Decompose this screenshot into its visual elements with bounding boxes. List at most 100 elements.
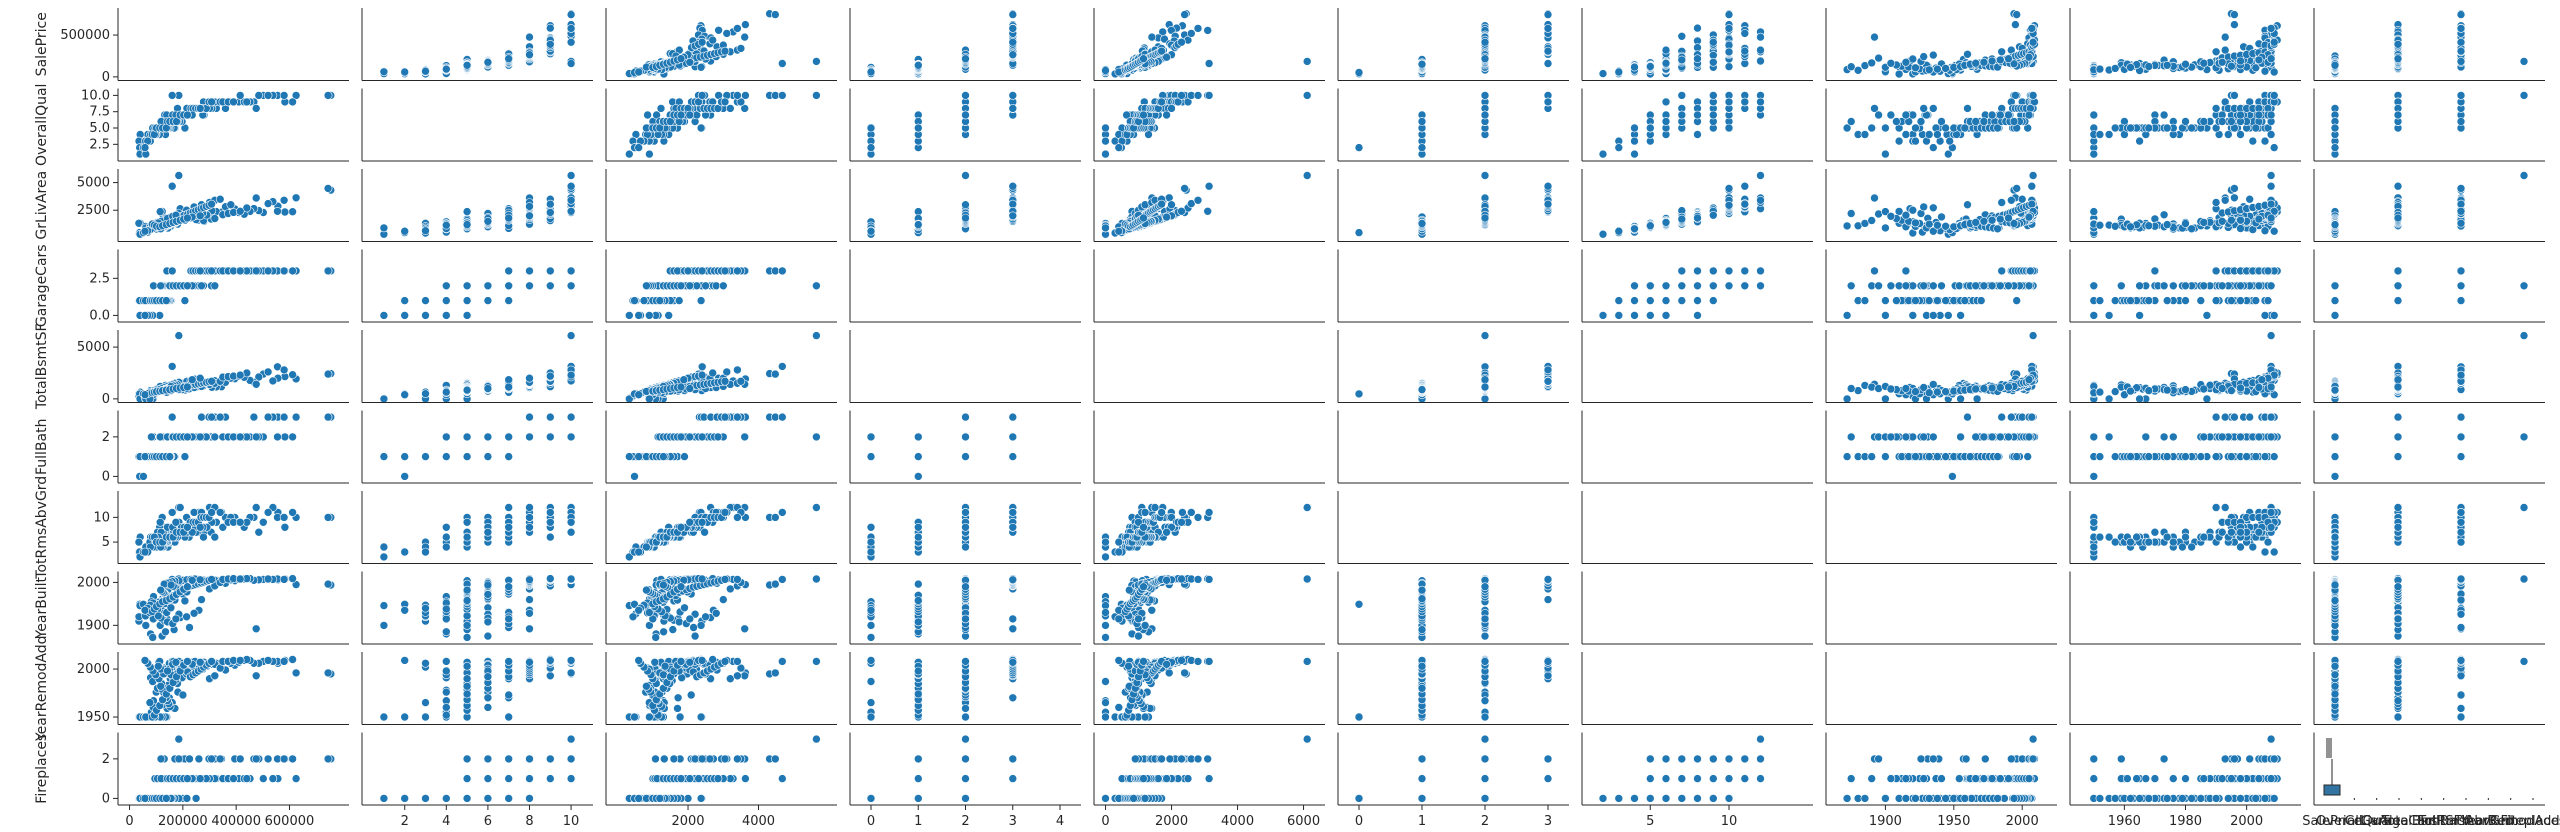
scatter-point xyxy=(2095,130,2105,139)
scatter-point xyxy=(1945,136,1954,146)
scatter-point xyxy=(2024,212,2034,222)
scatter-point xyxy=(866,67,876,77)
scatter-point xyxy=(961,54,970,64)
scatter-point xyxy=(1756,196,1765,205)
panel-GrLivArea-vs-OverallQual xyxy=(361,169,593,242)
scatter-point xyxy=(1929,203,1938,213)
scatter-point xyxy=(1646,221,1655,230)
y-tick-label: 2.5 xyxy=(89,137,110,152)
scatter-point xyxy=(1901,130,1911,139)
scatter-point xyxy=(1139,110,1148,120)
scatter-point xyxy=(1203,207,1212,216)
scatter-point xyxy=(1204,91,1214,100)
scatter-point xyxy=(462,207,472,216)
scatter-point xyxy=(1661,45,1671,55)
scatter-point xyxy=(2236,130,2245,139)
panel-OverallQual-vs-FullBath xyxy=(1337,88,1569,162)
scatter-point xyxy=(1646,123,1655,133)
scatter-point xyxy=(2144,123,2154,133)
scatter-point xyxy=(400,226,410,236)
scatter-point xyxy=(2266,199,2276,209)
scatter-point xyxy=(566,196,576,205)
scatter-point xyxy=(462,220,472,229)
scatter-point xyxy=(1740,181,1750,191)
scatter-point xyxy=(1008,199,1018,209)
scatter-point xyxy=(2245,194,2254,204)
scatter-point xyxy=(2024,110,2034,120)
y-tick-label: 0 xyxy=(102,70,110,85)
y-axis-label: GrLivArea xyxy=(34,171,50,240)
scatter-point xyxy=(685,57,695,67)
scatter-point xyxy=(2254,55,2264,65)
scatter-point xyxy=(624,149,634,159)
scatter-point xyxy=(1661,58,1671,68)
scatter-point xyxy=(545,208,555,217)
panel-SalePrice-vs-TotRmsAbvGrd xyxy=(1581,8,1813,81)
scatter-point xyxy=(1193,24,1203,33)
scatter-point xyxy=(2104,130,2114,139)
scatter-point xyxy=(1724,97,1734,107)
scatter-point xyxy=(645,149,654,159)
scatter-point xyxy=(1996,110,2005,120)
scatter-point xyxy=(1860,130,1870,139)
scatter-point xyxy=(1646,62,1655,71)
scatter-point xyxy=(2456,117,2466,126)
scatter-point xyxy=(1971,218,1980,227)
scatter-point xyxy=(708,35,718,45)
scatter-point xyxy=(1677,110,1687,120)
scatter-point xyxy=(1971,117,1980,126)
scatter-point xyxy=(2269,226,2279,236)
scatter-point xyxy=(733,24,742,33)
scatter-point xyxy=(566,37,576,47)
scatter-point xyxy=(2230,193,2239,203)
scatter-point xyxy=(1193,196,1203,205)
scatter-point xyxy=(1874,53,1883,63)
scatter-point xyxy=(2227,215,2236,225)
scatter-point xyxy=(1941,222,1950,231)
scatter-point xyxy=(1302,171,1312,180)
scatter-point xyxy=(2393,54,2403,64)
scatter-point xyxy=(1167,104,1176,113)
scatter-point xyxy=(2266,110,2276,120)
scatter-point xyxy=(1480,171,1490,180)
scatter-point xyxy=(2162,61,2172,70)
scatter-point xyxy=(1193,91,1203,100)
scatter-point xyxy=(1881,149,1890,159)
panel-GrLivArea-vs-GarageCars xyxy=(849,169,1081,242)
scatter-point xyxy=(2230,10,2239,19)
y-axis-label: SalePrice xyxy=(34,12,50,76)
panel-OverallQual-vs-GrLivArea xyxy=(605,88,837,162)
scatter-point xyxy=(2181,59,2190,69)
scatter-point xyxy=(770,10,780,19)
scatter-point xyxy=(1614,143,1624,152)
scatter-point xyxy=(226,200,236,209)
panel-GrLivArea-vs-FullBath xyxy=(1337,169,1569,242)
scatter-point xyxy=(251,193,261,203)
scatter-point xyxy=(2456,199,2466,209)
scatter-point xyxy=(1842,221,1852,231)
scatter-point xyxy=(263,91,273,100)
scatter-point xyxy=(545,39,555,49)
scatter-point xyxy=(2217,217,2227,226)
scatter-point xyxy=(2027,24,2037,33)
scatter-point xyxy=(2393,181,2403,191)
scatter-point xyxy=(1180,184,1189,193)
scatter-point xyxy=(720,46,730,56)
scatter-point xyxy=(1008,104,1018,113)
scatter-point xyxy=(2110,123,2120,133)
scatter-point xyxy=(1630,136,1639,146)
scatter-point xyxy=(2162,220,2172,229)
scatter-point xyxy=(1993,224,2002,234)
scatter-point xyxy=(1480,91,1490,100)
scatter-point xyxy=(2017,194,2027,204)
panel-SalePrice-vs-GrLivArea xyxy=(605,8,837,81)
scatter-point xyxy=(1979,217,1989,226)
scatter-point xyxy=(207,97,216,107)
scatter-point xyxy=(1996,214,2005,224)
scatter-point xyxy=(421,66,430,76)
scatter-point xyxy=(483,217,493,226)
scatter-point xyxy=(280,207,290,217)
scatter-point xyxy=(1157,199,1166,209)
